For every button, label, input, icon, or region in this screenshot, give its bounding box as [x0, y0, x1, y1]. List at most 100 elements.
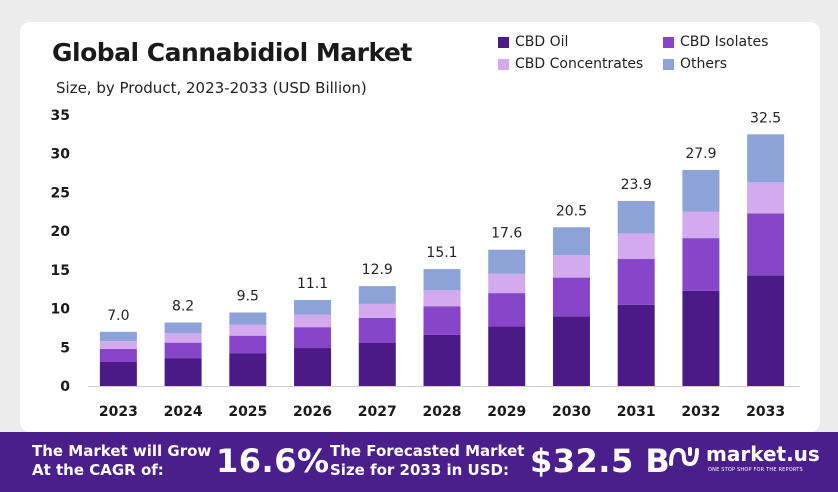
- bar-total-label: 27.9: [685, 146, 716, 162]
- bar-segment-others: [747, 134, 785, 183]
- legend-label-cbd-isolates: CBD Isolates: [680, 34, 769, 50]
- x-tick-label: 2029: [487, 404, 526, 420]
- bar-total-label: 32.5: [750, 110, 781, 126]
- x-tick-label: 2032: [681, 404, 720, 420]
- bar-segment-cbd-concentrates: [99, 341, 137, 349]
- y-tick-label: 15: [51, 263, 70, 279]
- legend-item-cbd-concentrates: CBD Concentrates: [498, 56, 643, 72]
- bar-segment-cbd-isolates: [294, 327, 332, 349]
- bar-segment-cbd-concentrates: [358, 303, 396, 318]
- bar-segment-others: [99, 331, 137, 342]
- bar-segment-cbd-isolates: [229, 335, 267, 354]
- bar-segment-cbd-oil: [423, 334, 461, 386]
- bar-segment-others: [423, 269, 461, 290]
- bar-segment-others: [552, 227, 590, 256]
- bar-segment-others: [488, 249, 526, 274]
- bar-segment-cbd-oil: [682, 290, 720, 386]
- legend-swatch-cbd-concentrates: [498, 58, 509, 70]
- cagr-label-line1: The Market will Grow: [32, 442, 212, 460]
- x-tick-label: 2025: [228, 404, 267, 420]
- bar-segment-cbd-isolates: [552, 277, 590, 317]
- bar-segment-cbd-isolates: [358, 317, 396, 343]
- x-tick-label: 2027: [358, 404, 397, 420]
- legend-item-cbd-oil: CBD Oil: [498, 34, 568, 50]
- brand-tagline: ONE STOP SHOP FOR THE REPORTS: [708, 467, 803, 473]
- legend-swatch-cbd-isolates: [663, 36, 674, 48]
- market-us-logo-icon: [669, 447, 699, 466]
- bar-segment-others: [229, 312, 267, 325]
- chart-title: Global Cannabidiol Market: [52, 38, 412, 67]
- y-tick-label: 10: [51, 302, 71, 318]
- bar-segment-cbd-oil: [747, 275, 785, 386]
- bar-segment-cbd-concentrates: [747, 182, 785, 214]
- y-tick-label: 20: [51, 224, 71, 240]
- footer-banner: [0, 432, 838, 492]
- bar-segment-cbd-oil: [229, 353, 267, 386]
- chart-plot: 051015202530357.020238.220249.5202511.12…: [51, 108, 800, 420]
- legend-label-others: Others: [680, 56, 728, 72]
- legend-item-cbd-isolates: CBD Isolates: [663, 34, 768, 50]
- y-tick-label: 0: [60, 379, 70, 395]
- bar-segment-cbd-oil: [294, 348, 332, 386]
- bar-segment-others: [617, 200, 655, 234]
- bar-segment-others: [294, 300, 332, 315]
- bar-segment-cbd-oil: [552, 316, 590, 386]
- legend-swatch-cbd-oil: [498, 36, 509, 48]
- y-tick-label: 5: [60, 340, 70, 356]
- forecast-label-line1: The Forecasted Market: [330, 442, 525, 460]
- x-tick-label: 2026: [293, 404, 332, 420]
- legend-swatch-others: [663, 58, 674, 70]
- bar-total-label: 11.1: [297, 276, 328, 292]
- legend-label-cbd-concentrates: CBD Concentrates: [515, 56, 644, 72]
- x-tick-label: 2033: [746, 404, 785, 420]
- x-tick-label: 2028: [423, 404, 462, 420]
- bar-segment-cbd-isolates: [488, 293, 526, 327]
- bar-segment-cbd-isolates: [747, 213, 785, 276]
- legend-item-others: Others: [663, 56, 727, 72]
- bar-segment-cbd-oil: [358, 342, 396, 386]
- bar-total-label: 7.0: [107, 308, 129, 324]
- bar-total-label: 8.2: [172, 299, 194, 315]
- bar-segment-cbd-isolates: [617, 259, 655, 305]
- cagr-label-line2: At the CAGR of:: [32, 461, 164, 479]
- y-tick-label: 30: [51, 147, 71, 163]
- bar-segment-cbd-oil: [99, 361, 137, 386]
- bar-total-label: 20.5: [556, 203, 587, 219]
- y-tick-label: 35: [51, 108, 70, 124]
- bar-segment-cbd-concentrates: [488, 273, 526, 294]
- bar-segment-cbd-oil: [488, 326, 526, 386]
- cagr-label: The Market will Grow At the CAGR of:: [32, 442, 211, 480]
- forecast-label-line2: Size for 2033 in USD:: [330, 461, 509, 479]
- y-tick-label: 25: [51, 185, 70, 201]
- bar-segment-cbd-isolates: [423, 306, 461, 335]
- forecast-value: $32.5 B: [530, 442, 671, 480]
- bar-segment-cbd-concentrates: [229, 324, 267, 336]
- bar-segment-others: [682, 169, 720, 212]
- bar-segment-cbd-isolates: [164, 342, 202, 359]
- bar-segment-cbd-isolates: [99, 348, 137, 362]
- bar-segment-others: [358, 286, 396, 304]
- bar-segment-cbd-concentrates: [682, 211, 720, 239]
- bar-total-label: 23.9: [621, 177, 652, 193]
- x-tick-label: 2023: [99, 404, 138, 420]
- legend-label-cbd-oil: CBD Oil: [515, 34, 569, 50]
- cagr-value: 16.6%: [216, 442, 330, 480]
- brand-name: market.us: [706, 442, 820, 466]
- bar-segment-cbd-concentrates: [552, 255, 590, 278]
- x-tick-label: 2031: [617, 404, 656, 420]
- bar-segment-cbd-oil: [617, 304, 655, 386]
- bar-segment-cbd-concentrates: [423, 289, 461, 307]
- x-tick-label: 2024: [164, 404, 203, 420]
- bar-segment-cbd-isolates: [682, 238, 720, 291]
- chart-subtitle: Size, by Product, 2023-2033 (USD Billion…: [56, 79, 367, 97]
- bar-total-label: 12.9: [362, 262, 393, 278]
- bar-segment-cbd-concentrates: [294, 314, 332, 328]
- forecast-label: The Forecasted Market Size for 2033 in U…: [330, 442, 524, 480]
- bar-segment-cbd-oil: [164, 358, 202, 386]
- bar-total-label: 17.6: [491, 226, 522, 242]
- bar-segment-others: [164, 322, 202, 334]
- bar-total-label: 15.1: [426, 245, 457, 261]
- bar-segment-cbd-concentrates: [617, 233, 655, 260]
- bar-segment-cbd-concentrates: [164, 333, 202, 343]
- bar-total-label: 9.5: [237, 288, 259, 304]
